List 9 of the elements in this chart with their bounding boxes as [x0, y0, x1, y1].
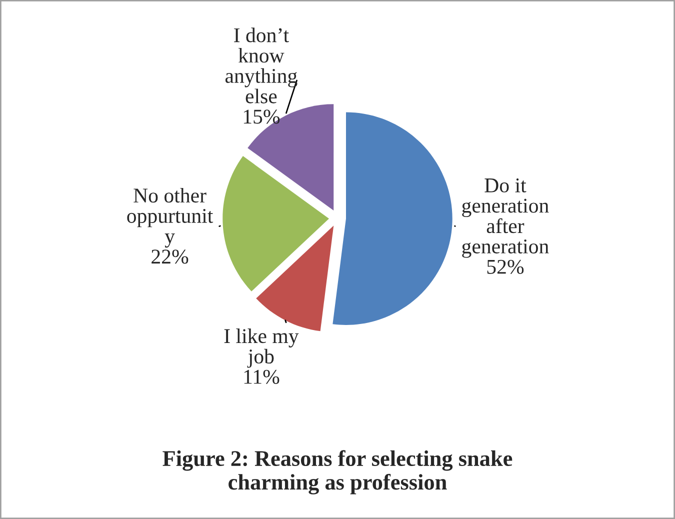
data-label: 22% [152, 250, 188, 264]
data-label: 15% [244, 110, 280, 124]
slice-label: No other oppurtunit y [127, 188, 214, 248]
data-label: 52% [487, 260, 524, 274]
slice-label: Do it generation after generation [462, 178, 549, 258]
text: Figure 2: Reasons for selecting snake charming as profession [162, 450, 512, 494]
slice-label: I like my job [224, 328, 299, 368]
data-label: 11% [244, 370, 280, 384]
slice-label: I don’t know anything else [225, 28, 298, 104]
